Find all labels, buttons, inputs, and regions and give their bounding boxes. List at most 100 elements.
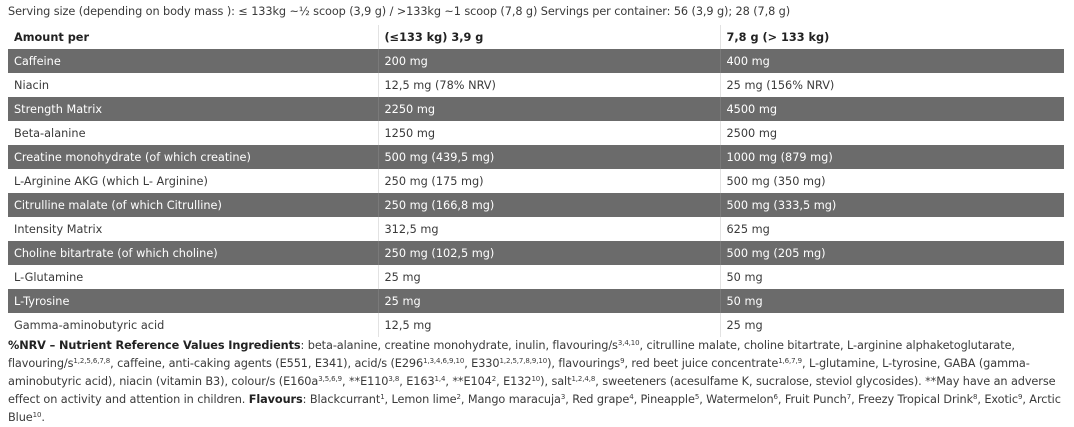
- large-serving-value: 400 mg: [720, 49, 1064, 73]
- nutrient-name: Niacin: [8, 73, 379, 97]
- large-serving-value: 500 mg (205 mg): [720, 241, 1064, 265]
- ingredients-segment: , Exotic: [977, 393, 1018, 406]
- table-row: Caffeine 200 mg 400 mg: [8, 49, 1064, 73]
- large-serving-value: 500 mg (333,5 mg): [720, 193, 1064, 217]
- footnote-ref: 6: [773, 393, 778, 401]
- small-serving-value: 250 mg (102,5 mg): [378, 241, 721, 265]
- large-serving-value: 50 mg: [720, 289, 1064, 313]
- footnote-ref: 1,2,5,6,7,8: [73, 357, 111, 365]
- footnote-ref: 9: [620, 357, 625, 365]
- nutrient-name: Gamma-aminobutyric acid: [8, 313, 379, 337]
- nutrient-name: L-Glutamine: [8, 265, 379, 289]
- ingredients-segment: : Blackcurrant: [302, 393, 381, 406]
- ingredients-segment: , L-glutamine, L-tyrosine, GABA (gamma-a…: [8, 357, 1030, 388]
- large-serving-value: 50 mg: [726, 270, 763, 284]
- table-row: Gamma-aminobutyric acid 12,5 mg 25 mg: [8, 313, 1064, 337]
- nutrient-name: L-Tyrosine: [8, 289, 379, 313]
- ingredients-segment: .: [41, 411, 45, 424]
- footnote-ref: 3,8: [388, 375, 400, 383]
- ingredients-segment: , red beet juice concentrate: [624, 357, 779, 370]
- small-serving-value: 25 mg: [378, 265, 721, 289]
- small-serving-value: 2250 mg: [378, 97, 721, 121]
- ingredients-segment: , Red grape: [565, 393, 630, 406]
- ingredients-segment: , Arctic Blue: [8, 393, 1061, 424]
- footnote-ref: 3,5,6,9: [318, 375, 343, 383]
- large-serving-value: 4500 mg: [720, 97, 1064, 121]
- footnote-ref: 1: [380, 393, 385, 401]
- nutrient-name: Citrulline malate (of which Citrulline): [8, 193, 379, 217]
- footnote-ref: 1,4: [434, 375, 446, 383]
- table-row: Intensity Matrix 312,5 mg 625 mg: [8, 217, 1064, 241]
- ingredients-segment: , E163: [399, 375, 435, 388]
- large-serving-value: 625 mg: [726, 222, 770, 236]
- footnote-ref: 9: [1017, 393, 1023, 401]
- nutrient-name: Beta-alanine: [8, 121, 379, 145]
- table-row: Choline bitartrate (of which choline) 250…: [8, 241, 1064, 265]
- ingredients-segment: , **E104: [445, 375, 492, 388]
- small-serving-value: 12,5 mg (78% NRV): [378, 73, 721, 97]
- ingredients-segment: , Freezy Tropical Drink: [851, 393, 974, 406]
- header-large-serving: 7,8 g (> 133 kg): [726, 30, 830, 44]
- ingredients-segment: , sweeteners (acesulfame K, sucralose, s…: [8, 375, 1056, 406]
- footnote-ref: 2: [491, 375, 497, 383]
- footnote-ref: 2: [456, 393, 461, 401]
- table-header-row: Amount per (≤133 kg) 3,9 g 7,8 g (> 133 …: [8, 25, 1064, 49]
- nutrient-name: L-Arginine AKG (which L- Arginine): [8, 169, 379, 193]
- footnote-ref: 4: [629, 393, 634, 401]
- table-row: L-Arginine AKG (which L- Arginine) 250 mg…: [8, 169, 1064, 193]
- footnote-ref: 1,2,4,8: [571, 375, 596, 383]
- small-serving-value: 250 mg (175 mg): [378, 169, 721, 193]
- table-row: Beta-alanine 1250 mg 2500 mg: [8, 121, 1064, 145]
- footnote-ref: 3,4,10: [617, 339, 640, 347]
- table-row: L-Glutamine 25 mg 50 mg: [8, 265, 1064, 289]
- large-serving-value: 25 mg (156% NRV): [726, 78, 835, 92]
- table-row: L-Tyrosine 25 mg 50 mg: [8, 289, 1064, 313]
- ingredients-text: %NRV – Nutrient Reference Values Ingredi…: [8, 337, 1068, 427]
- header-amount-per: Amount per: [8, 25, 379, 49]
- footnote-ref: 10: [32, 411, 42, 419]
- small-serving-value: 1250 mg: [378, 121, 721, 145]
- large-serving-value: 1000 mg (879 mg): [720, 145, 1064, 169]
- ingredients-segment: , citrulline malate, choline bitartrate,…: [8, 339, 1015, 370]
- small-serving-value: 250 mg (166,8 mg): [378, 193, 721, 217]
- small-serving-value: 12,5 mg: [378, 313, 721, 337]
- table-row: Creatine monohydrate (of which creatine)…: [8, 145, 1064, 169]
- footnote-ref: 7: [846, 393, 852, 401]
- nutrient-name: Creatine monohydrate (of which creatine): [8, 145, 379, 169]
- ingredients-segment: ), salt: [540, 375, 572, 388]
- ingredients-segment: , E330: [464, 357, 500, 370]
- ingredients-segment: , Lemon lime: [384, 393, 457, 406]
- footnote-ref: 10: [531, 375, 541, 383]
- serving-size-text: Serving size (depending on body mass ): …: [8, 5, 791, 18]
- large-serving-value: 500 mg (350 mg): [726, 174, 826, 188]
- nutrient-name: Choline bitartrate (of which choline): [8, 241, 379, 265]
- table-row: Niacin 12,5 mg (78% NRV) 25 mg (156% NRV): [8, 73, 1064, 97]
- footnote-ref: 8: [973, 393, 978, 401]
- header-small-serving: (≤133 kg) 3,9 g: [378, 25, 721, 49]
- large-serving-value: 25 mg: [726, 318, 763, 332]
- nutrient-name: Strength Matrix: [8, 97, 379, 121]
- footnote-ref: 1,2,5,7,8,9,10: [499, 357, 548, 365]
- footnote-ref: 1,3,4,6,9,10: [423, 357, 465, 365]
- nutrient-name: Intensity Matrix: [8, 217, 379, 241]
- footnote-ref: 5: [694, 393, 700, 401]
- nutrient-name: Caffeine: [8, 49, 379, 73]
- ingredients-segment: , Fruit Punch: [777, 393, 847, 406]
- table-row: Strength Matrix 2250 mg 4500 mg: [8, 97, 1064, 121]
- ingredients-heading: %NRV – Nutrient Reference Values Ingredi…: [8, 339, 301, 352]
- small-serving-value: 500 mg (439,5 mg): [378, 145, 721, 169]
- ingredients-segment: , Mango maracuja: [460, 393, 561, 406]
- small-serving-value: 200 mg: [378, 49, 721, 73]
- ingredients-segment: ), flavourings: [547, 357, 621, 370]
- ingredients-segment: , caffeine, anti-caking agents (E551, E3…: [110, 357, 424, 370]
- ingredients-segment: , E132: [496, 375, 532, 388]
- footnote-ref: 1,6,7,9: [778, 357, 802, 365]
- ingredients-segment: , **E110: [342, 375, 389, 388]
- small-serving-value: 312,5 mg: [378, 217, 721, 241]
- footnote-ref: 3: [560, 393, 566, 401]
- ingredients-segment: , Pineapple: [633, 393, 695, 406]
- ingredients-segment: , Watermelon: [699, 393, 774, 406]
- ingredients-segment: : beta-alanine, creatine monohydrate, in…: [300, 339, 618, 352]
- nutrition-table: Amount per (≤133 kg) 3,9 g 7,8 g (> 133 …: [8, 25, 1064, 337]
- table-row: Citrulline malate (of which Citrulline) 2…: [8, 193, 1064, 217]
